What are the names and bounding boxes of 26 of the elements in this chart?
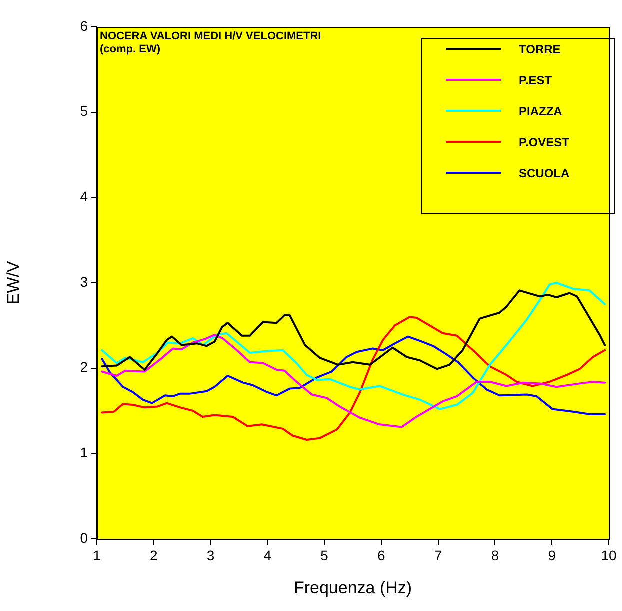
y-tick-label: 0 xyxy=(80,530,88,546)
y-axis-title: EW/V xyxy=(4,260,23,305)
y-tick-label: 1 xyxy=(80,444,88,461)
legend-label: TORRE xyxy=(519,42,561,56)
legend-label: P.EST xyxy=(519,73,553,88)
x-tick-label: 4 xyxy=(264,547,272,564)
chart-title: NOCERA VALORI MEDI H/V VELOCIMETRI xyxy=(100,30,322,43)
x-tick-label: 2 xyxy=(150,547,158,564)
x-tick-label: 7 xyxy=(434,547,442,564)
y-tick-label: 6 xyxy=(80,18,88,34)
x-tick-label: 3 xyxy=(206,547,215,564)
legend-label: PIAZZA xyxy=(519,104,563,118)
legend-label: P.OVEST xyxy=(519,135,570,150)
x-tick-label: 10 xyxy=(601,547,617,564)
x-tick-label: 8 xyxy=(491,547,500,564)
x-tick-label: 9 xyxy=(548,547,556,564)
y-tick-label: 4 xyxy=(80,188,88,205)
x-tick-label: 1 xyxy=(93,547,102,564)
x-axis-title: Frequenza (Hz) xyxy=(294,578,412,598)
legend-label: SCUOLA xyxy=(519,166,570,180)
x-tick-label: 6 xyxy=(378,547,386,564)
y-tick-label: 5 xyxy=(80,103,88,120)
text: (comp. EW) xyxy=(100,44,161,56)
x-tick-label: 5 xyxy=(320,547,329,564)
y-tick-label: 2 xyxy=(80,359,88,376)
y-tick-label: 3 xyxy=(80,274,88,290)
